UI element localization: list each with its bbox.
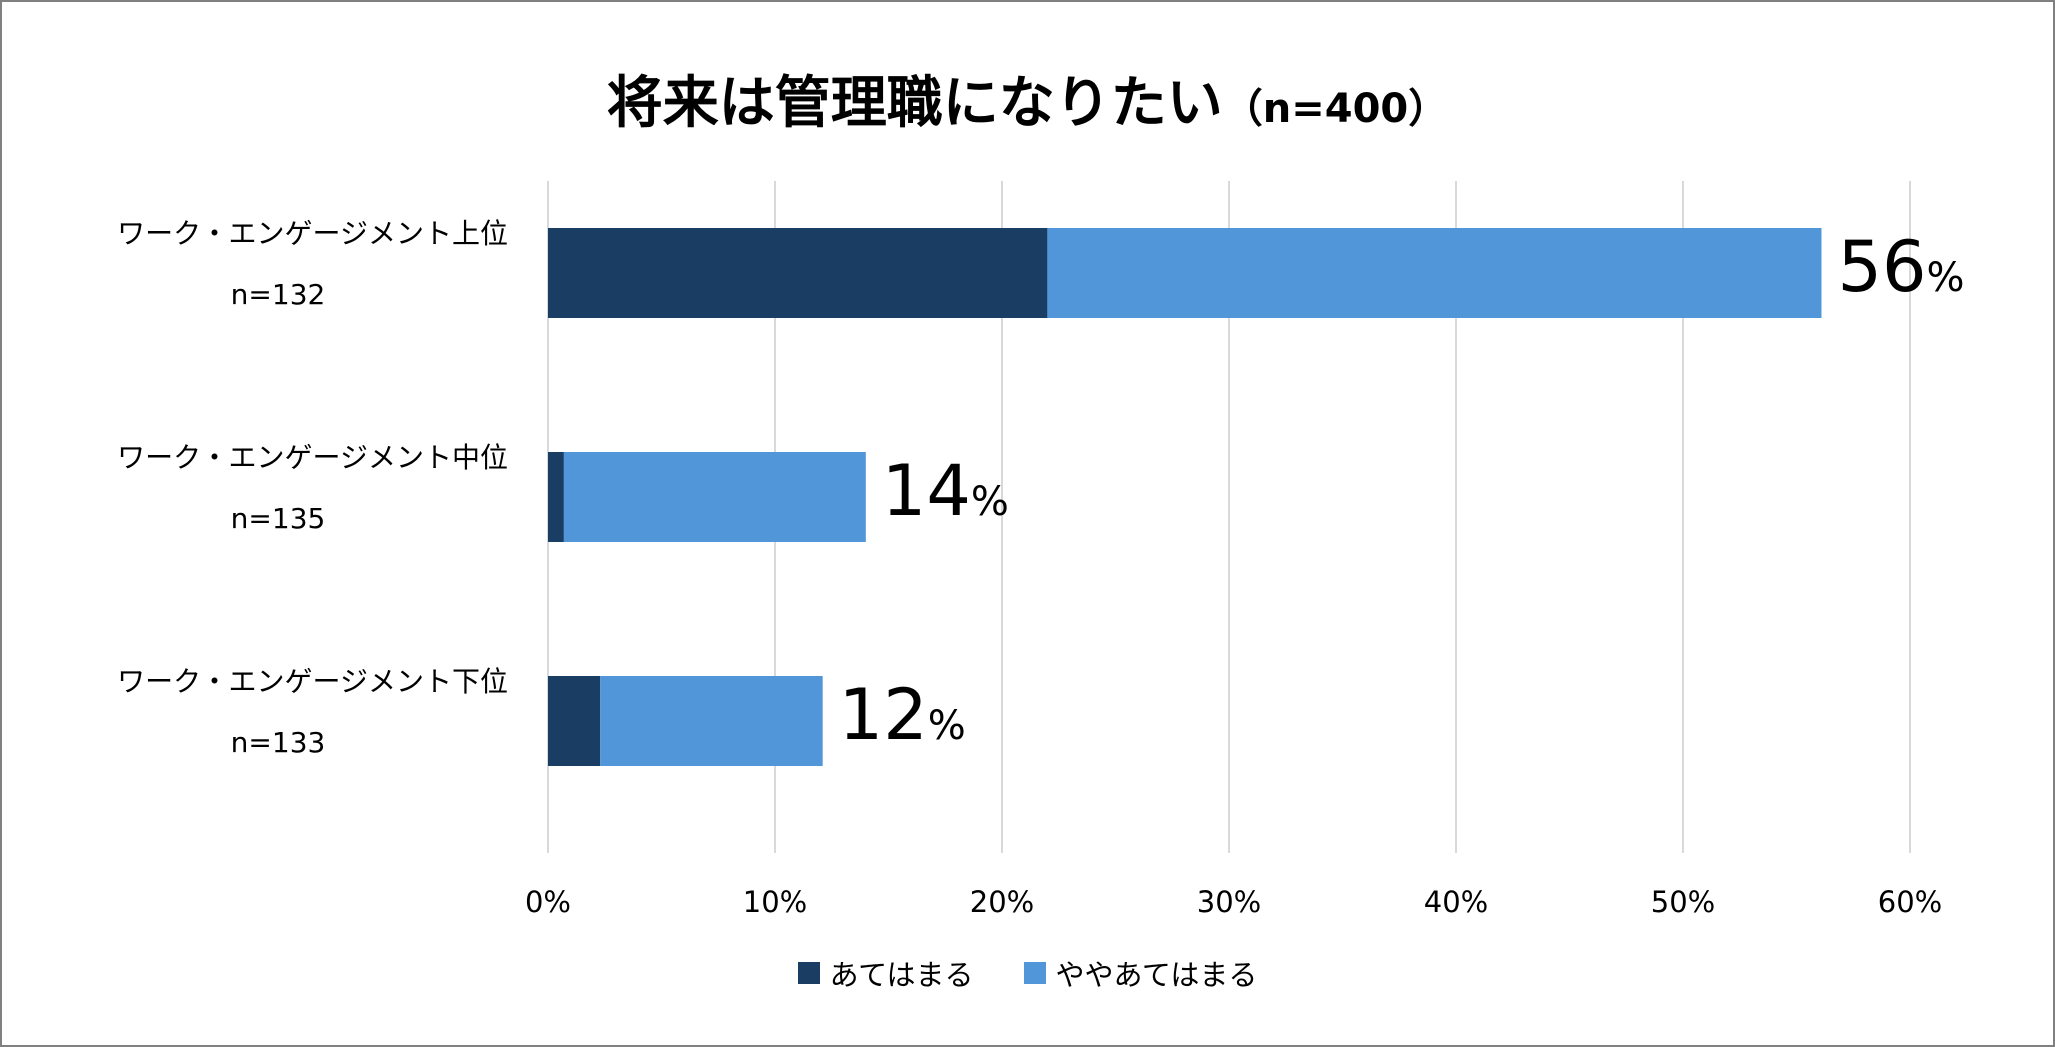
chart-title: 将来は管理職になりたい（n=400） [0, 58, 2055, 139]
legend: あてはまる ややあてはまる [0, 952, 2055, 994]
category-sample-size: n=132 [230, 278, 326, 311]
data-label-percent: % [1926, 255, 1965, 301]
x-tick-label: 0% [524, 885, 571, 919]
legend-item: あてはまる [797, 952, 974, 994]
data-label-percent: % [927, 703, 966, 749]
category-sample-size: n=135 [230, 502, 326, 535]
title-sample-size: （n=400） [1222, 86, 1449, 132]
data-label: 14% [882, 450, 1009, 532]
category-label: ワーク・エンゲージメント下位 [117, 665, 508, 698]
x-tick-label: 30% [1196, 885, 1262, 919]
category-label: ワーク・エンゲージメント上位 [117, 217, 508, 250]
legend-item: ややあてはまる [1023, 952, 1258, 994]
bar-segment-atehamaru [548, 452, 564, 542]
bar-segment-yaya-atehamaru [1047, 228, 1822, 318]
bar-segment-yaya-atehamaru [600, 676, 823, 766]
legend-swatch [1023, 962, 1046, 984]
data-label-value: 12 [838, 674, 928, 756]
legend-label: あてはまる [829, 958, 974, 992]
data-label-value: 56 [1837, 226, 1927, 308]
bar-segment-yaya-atehamaru [563, 452, 866, 542]
x-tick-label: 10% [742, 885, 808, 919]
title-text: 将来は管理職になりたい [606, 71, 1223, 136]
x-tick-label: 20% [969, 885, 1035, 919]
x-tick-label: 50% [1650, 885, 1716, 919]
x-tick-label: 40% [1423, 885, 1489, 919]
data-label-percent: % [970, 479, 1009, 525]
data-label-value: 14 [881, 450, 971, 532]
category-sample-size: n=133 [230, 726, 326, 759]
data-label: 56% [1837, 226, 1964, 308]
legend-label: ややあてはまる [1055, 958, 1258, 992]
legend-swatch [797, 962, 820, 984]
x-tick-label: 60% [1877, 885, 1943, 919]
bar-segment-atehamaru [548, 676, 601, 766]
category-label: ワーク・エンゲージメント中位 [117, 441, 508, 474]
data-label: 12% [839, 674, 966, 756]
bar-segment-atehamaru [548, 228, 1048, 318]
